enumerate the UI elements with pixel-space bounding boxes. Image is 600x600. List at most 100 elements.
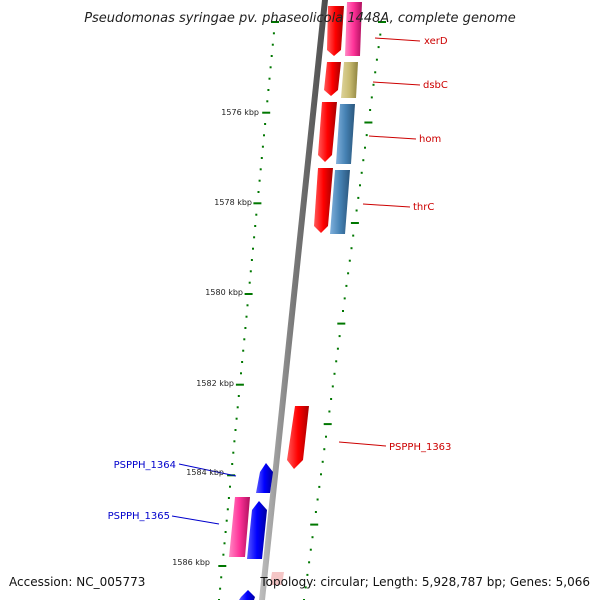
gene-arrow-blue-1 <box>256 463 273 493</box>
tick-right <box>360 171 363 174</box>
tick-left <box>267 89 270 91</box>
tick-right <box>348 259 351 262</box>
tick-right <box>323 448 326 451</box>
tick-left <box>233 440 236 443</box>
tick-left <box>250 259 253 261</box>
tick-right <box>357 196 360 199</box>
tick-right <box>308 561 311 564</box>
tick-left <box>234 429 237 431</box>
genome-backbone <box>259 0 328 600</box>
tick-right <box>318 485 321 488</box>
tick-left <box>223 542 226 545</box>
tick-left <box>232 451 235 454</box>
gene-arrow-red-2 <box>324 62 341 96</box>
tick-left <box>269 66 272 69</box>
tick-right <box>333 372 336 375</box>
tick-right <box>321 460 324 463</box>
tick-right <box>336 347 339 350</box>
tick-right <box>359 184 361 187</box>
tick-left <box>246 304 249 307</box>
scale-label-1582: 1582 kbp <box>196 379 234 388</box>
gene-arrows <box>229 2 362 600</box>
tick-left <box>257 191 260 193</box>
tick-right <box>330 398 333 400</box>
tick-left <box>248 281 251 284</box>
gene-label-hom: hom <box>419 134 441 145</box>
tick-right <box>342 310 344 312</box>
tick-right <box>335 360 338 363</box>
gene-arrow-pink-2 <box>229 497 250 557</box>
tick-left <box>252 247 254 250</box>
scale-label-1586: 1586 kbp <box>172 558 210 567</box>
tick-left <box>253 202 262 205</box>
tick-right <box>364 146 366 149</box>
scale-label-1584: 1584 kbp <box>186 468 224 477</box>
leader-line-pspph-1364 <box>178 463 237 477</box>
scale-label-1580: 1580 kbp <box>205 288 243 297</box>
tick-right <box>304 586 307 589</box>
gene-label-thrc: thrC <box>413 202 434 213</box>
tick-right <box>310 523 319 526</box>
scale-labels: 1576 kbp 1578 kbp 1580 kbp 1582 kbp 1584… <box>172 108 259 567</box>
tick-left <box>231 463 234 465</box>
tick-left <box>225 519 228 522</box>
tick-left <box>253 236 256 239</box>
gene-label-pspph-1363: PSPPH_1363 <box>389 442 451 453</box>
tick-right <box>364 121 373 124</box>
leader-line-pspph-1365 <box>171 515 220 525</box>
tick-left <box>262 111 271 114</box>
gene-arrow-red-5 <box>287 406 309 469</box>
tick-right <box>325 435 327 438</box>
tick-left <box>219 587 222 590</box>
tick-right <box>375 58 378 61</box>
tick-right <box>309 548 312 551</box>
tick-left <box>260 157 263 159</box>
tick-left <box>266 100 269 103</box>
tick-right <box>377 46 380 49</box>
gene-label-dsbc: dsbC <box>423 80 448 91</box>
tick-left <box>244 293 253 295</box>
tick-left <box>218 565 227 567</box>
gene-label-xerd: xerD <box>424 36 448 47</box>
tick-right <box>316 498 319 501</box>
tick-right <box>350 247 353 250</box>
tick-left <box>240 372 242 375</box>
tick-left <box>258 179 261 182</box>
tick-left <box>264 123 267 125</box>
gene-arrow-faded-1 <box>270 572 284 585</box>
gene-arrow-red-3 <box>318 102 337 162</box>
tick-right <box>347 272 350 275</box>
tick-left <box>244 327 247 329</box>
tick-right <box>331 385 334 388</box>
tick-right <box>378 21 386 23</box>
tick-left <box>271 43 274 46</box>
page-title: Pseudomonas syringae pv. phaseolicola 14… <box>84 11 516 26</box>
tick-right <box>343 297 346 300</box>
accession-text: Accession: NC_005773 <box>9 575 145 589</box>
gene-arrow-khaki-1 <box>341 62 358 98</box>
tick-right <box>369 109 372 111</box>
tick-left <box>229 485 231 488</box>
tick-right <box>320 473 322 476</box>
leader-line-thrc <box>362 203 411 208</box>
gene-labels: xerD dsbC hom thrC PSPPH_1363 PSPPH_1364… <box>108 36 452 522</box>
tick-right <box>338 335 341 338</box>
tick-right <box>337 322 346 325</box>
tick-left <box>237 395 240 397</box>
gene-label-pspph-1364: PSPPH_1364 <box>114 460 176 471</box>
tick-right <box>365 134 368 137</box>
gene-arrow-red-1 <box>327 6 344 56</box>
gene-arrow-steel-1 <box>336 104 355 164</box>
tick-left <box>227 497 230 499</box>
leader-line-hom <box>368 135 417 140</box>
tick-left <box>249 270 252 273</box>
tick-right <box>328 410 331 413</box>
tick-left <box>254 225 257 227</box>
leader-line-dsbc <box>372 81 421 86</box>
tick-left <box>271 21 279 23</box>
tick-right <box>374 71 377 74</box>
tick-right <box>379 33 382 36</box>
leader-line-pspph-1363 <box>338 441 387 447</box>
tick-right <box>362 159 365 162</box>
gene-arrow-pink-1 <box>345 2 362 56</box>
